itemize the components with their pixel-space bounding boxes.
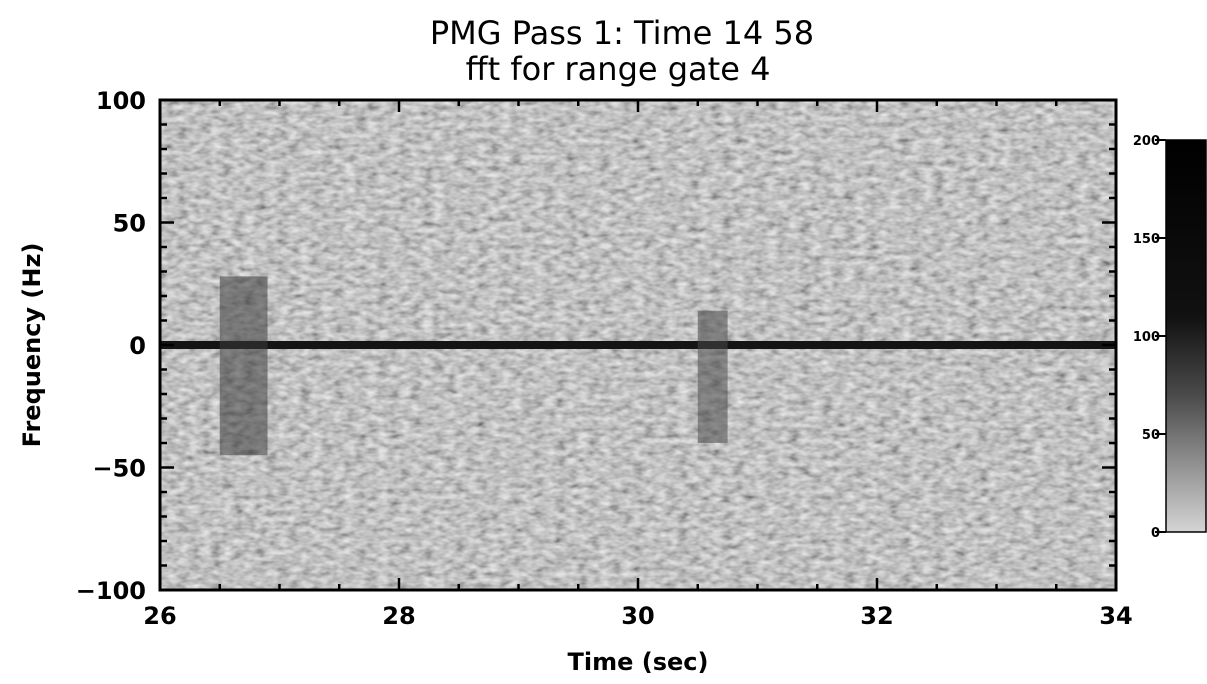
x-axis: 26 28 30 32 34 [143, 100, 1133, 630]
y-tick-label: −50 [92, 455, 146, 483]
feature-dc-line [160, 341, 1116, 349]
x-tick-label: 28 [382, 602, 415, 630]
colorbar-tick-label: 50 [1142, 428, 1160, 443]
plot-area [158, 98, 1118, 592]
feature-blob-2 [697, 310, 728, 443]
chart-title: PMG Pass 1: Time 14 58 [430, 14, 814, 52]
spectral-features [160, 276, 1116, 456]
colorbar: 200 150 100 50 0 [1133, 134, 1207, 541]
x-tick-label: 30 [621, 602, 654, 630]
y-tick-label: 100 [96, 87, 146, 115]
colorbar-scale [1165, 139, 1207, 533]
x-tick-label: 26 [143, 602, 176, 630]
y-tick-label: 0 [129, 332, 146, 360]
x-tick-label: 32 [860, 602, 893, 630]
colorbar-tick-label: 200 [1133, 134, 1160, 149]
chart-subtitle: fft for range gate 4 [466, 50, 771, 88]
x-tick-label: 34 [1099, 602, 1132, 630]
y-axis-label: Frequency (Hz) [18, 243, 46, 448]
y-tick-label: −100 [76, 577, 146, 605]
feature-blob-1 [219, 276, 268, 456]
y-axis: 100 50 0 −50 −100 [76, 87, 1116, 605]
colorbar-tick-label: 0 [1151, 526, 1160, 541]
y-tick-label: 50 [113, 210, 146, 238]
x-axis-label: Time (sec) [568, 648, 709, 676]
colorbar-ticks: 200 150 100 50 0 [1133, 134, 1166, 541]
colorbar-tick-label: 150 [1133, 232, 1160, 247]
colorbar-tick-label: 100 [1133, 330, 1160, 345]
